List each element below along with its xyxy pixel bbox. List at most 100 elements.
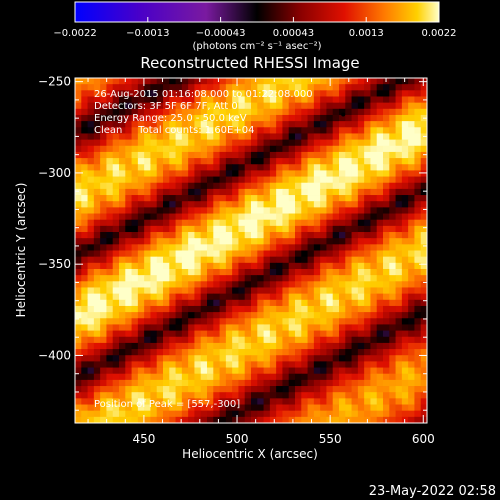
heatmap-cell	[106, 102, 114, 110]
heatmap-cell	[144, 139, 151, 147]
heatmap-cell	[339, 158, 346, 165]
heatmap-cell	[320, 305, 327, 313]
heatmap-cell	[364, 367, 371, 375]
heatmap-cell	[313, 342, 321, 350]
heatmap-cell	[383, 225, 390, 233]
heatmap-cell	[370, 349, 378, 356]
heatmap-cell	[225, 176, 233, 184]
heatmap-cell	[181, 287, 189, 295]
heatmap-cell	[119, 121, 126, 128]
heatmap-cell	[137, 207, 145, 214]
heatmap-cell	[144, 250, 151, 258]
heatmap-cell	[295, 90, 302, 97]
heatmap-cell	[219, 318, 227, 325]
heatmap-cell	[357, 349, 365, 356]
heatmap-cell	[93, 201, 101, 208]
heatmap-cell	[351, 78, 359, 85]
heatmap-cell	[213, 121, 220, 128]
heatmap-cell	[332, 219, 340, 227]
heatmap-cell	[125, 275, 132, 282]
heatmap-cell	[345, 392, 352, 399]
heatmap-cell	[232, 238, 239, 245]
heatmap-cell	[93, 133, 101, 141]
heatmap-cell	[188, 318, 195, 325]
heatmap-cell	[370, 188, 378, 196]
heatmap-cell	[263, 336, 271, 344]
heatmap-cell	[175, 318, 183, 325]
heatmap-cell	[119, 398, 126, 405]
heatmap-cell	[307, 379, 315, 387]
heatmap-cell	[282, 287, 290, 295]
heatmap-cell	[131, 207, 139, 214]
heatmap-cell	[81, 133, 88, 141]
heatmap-cell	[100, 201, 107, 208]
heatmap-cell	[188, 133, 195, 141]
heatmap-cell	[144, 158, 151, 165]
heatmap-cell	[288, 238, 296, 245]
heatmap-cell	[263, 102, 271, 110]
heatmap-cell	[131, 355, 139, 362]
heatmap-cell	[357, 416, 365, 423]
heatmap-cell	[408, 318, 415, 325]
heatmap-cell	[100, 379, 107, 387]
heatmap-cell	[251, 84, 258, 91]
heatmap-cell	[364, 164, 371, 171]
heatmap-cell	[93, 349, 101, 356]
heatmap-cell	[383, 90, 390, 97]
heatmap-cell	[75, 416, 82, 423]
heatmap-cell	[232, 201, 239, 208]
heatmap-cell	[301, 90, 308, 97]
heatmap-cell	[87, 268, 95, 276]
heatmap-cell	[389, 188, 396, 196]
heatmap-cell	[301, 127, 308, 134]
heatmap-cell	[288, 386, 296, 393]
heatmap-cell	[251, 398, 258, 405]
heatmap-cell	[225, 133, 233, 141]
heatmap-cell	[251, 90, 258, 97]
heatmap-cell	[219, 219, 227, 227]
heatmap-cell	[75, 139, 82, 147]
heatmap-cell	[295, 133, 302, 141]
heatmap-cell	[364, 386, 371, 393]
heatmap-cell	[225, 213, 233, 221]
heatmap-cell	[414, 188, 422, 196]
heatmap-cell	[100, 182, 107, 190]
heatmap-cell	[169, 379, 176, 387]
heatmap-cell	[326, 256, 334, 264]
heatmap-cell	[313, 379, 321, 387]
heatmap-cell	[420, 84, 427, 91]
heatmap-cell	[313, 127, 321, 134]
heatmap-cell	[163, 232, 170, 239]
heatmap-cell	[301, 275, 308, 282]
heatmap-cell	[339, 256, 346, 264]
heatmap-cell	[93, 170, 101, 177]
heatmap-cell	[408, 324, 415, 331]
heatmap-cell	[364, 151, 371, 159]
heatmap-cell	[307, 293, 315, 301]
heatmap-cell	[75, 151, 82, 159]
heatmap-cell	[137, 108, 145, 116]
heatmap-cell	[232, 244, 239, 251]
heatmap-cell	[225, 225, 233, 233]
heatmap-cell	[232, 151, 239, 159]
heatmap-cell	[244, 398, 252, 405]
heatmap-cell	[137, 293, 145, 301]
heatmap-cell	[401, 318, 409, 325]
heatmap-cell	[420, 90, 427, 97]
heatmap-cell	[175, 225, 183, 233]
heatmap-cell	[389, 355, 396, 362]
heatmap-cell	[307, 78, 315, 85]
heatmap-cell	[100, 213, 107, 221]
heatmap-cell	[257, 225, 264, 233]
heatmap-cell	[81, 392, 88, 399]
heatmap-cell	[150, 238, 158, 245]
heatmap-cell	[364, 268, 371, 276]
heatmap-cell	[376, 305, 384, 313]
heatmap-cell	[225, 373, 233, 381]
heatmap-cell	[301, 139, 308, 147]
heatmap-cell	[144, 127, 151, 134]
heatmap-cell	[188, 139, 195, 147]
heatmap-cell	[125, 404, 132, 412]
heatmap-cell	[112, 293, 120, 301]
heatmap-cell	[401, 176, 409, 184]
